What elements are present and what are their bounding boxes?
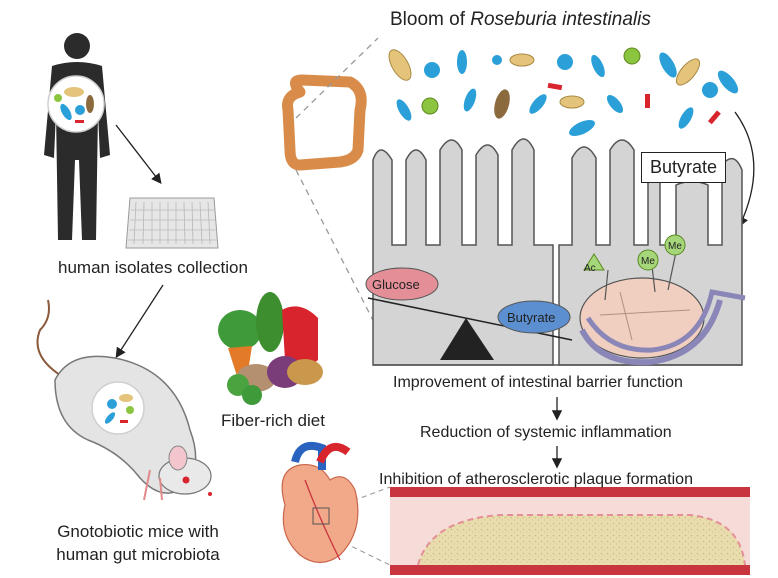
mice-label-line2: human gut microbiota [56, 545, 220, 564]
methyl-label-1: Me [668, 241, 682, 252]
mice-label-line1: Gnotobiotic mice with [57, 522, 219, 541]
vegetables-icon [218, 292, 323, 405]
person-silhouette-icon [44, 33, 110, 240]
histone-icon [579, 234, 746, 366]
mice-label: Gnotobiotic mice with human gut microbio… [28, 520, 248, 566]
isolates-label: human isolates collection [58, 258, 248, 277]
artery-icon [390, 487, 750, 575]
seesaw-icon [365, 267, 573, 360]
bacteria-cloud [388, 47, 739, 137]
glucose-label: Glucose [372, 277, 420, 292]
acetyl-label: Ac [584, 263, 596, 274]
well-plate-icon [125, 197, 219, 249]
step-systemic-inflammation: Reduction of systemic inflammation [420, 424, 672, 441]
title-species: Roseburia intestinalis [470, 9, 651, 30]
heart-icon [281, 441, 359, 564]
figure-title: Bloom of Roseburia intestinalis [390, 9, 651, 31]
butyrate-box: Butyrate [641, 152, 727, 183]
colon-icon [282, 74, 367, 171]
title-prefix: Bloom of [390, 9, 471, 30]
fiber-diet-label: Fiber-rich diet [221, 411, 325, 430]
methyl-label-2: Me [641, 256, 655, 267]
step-plaque-formation: Inhibition of atherosclerotic plaque for… [379, 471, 693, 488]
mouse-icon [36, 299, 212, 501]
butyrate-small-label: Butyrate [507, 310, 556, 325]
step-barrier-function: Improvement of intestinal barrier functi… [393, 374, 683, 391]
